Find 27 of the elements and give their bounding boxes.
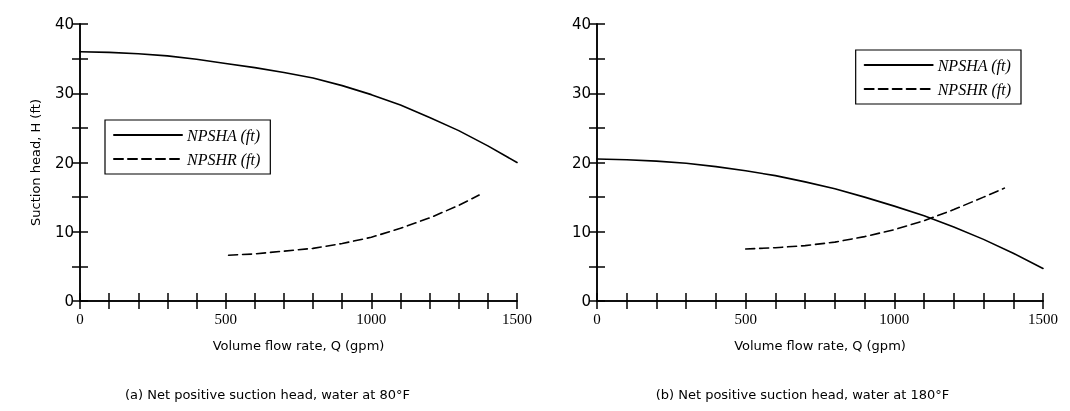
x-tick-label: 1000 [356, 310, 387, 327]
y-tick-label: 40 [571, 15, 591, 33]
x-tick-label: 500 [214, 310, 237, 327]
x-tick-label: 1500 [1028, 310, 1058, 327]
legend-label: NPSHR (ft) [936, 80, 1012, 99]
y-tick-label: 20 [54, 153, 74, 172]
y-tick-label: 10 [571, 222, 591, 241]
y-tick-label: 30 [571, 84, 591, 103]
y-tick-label: 0 [581, 292, 591, 310]
y-tick-label: 30 [54, 84, 74, 103]
y-tick-label: 0 [64, 292, 74, 310]
legend-label: NPSHR (ft) [186, 150, 261, 169]
text: (a) Net positive suction head, water at 80°F [124, 387, 411, 402]
x-axis-title: Volume flow rate, Q (gpm) [734, 338, 906, 353]
x-tick-label: 1500 [502, 310, 532, 327]
legend-label: NPSHA (ft) [936, 56, 1011, 75]
y-tick-label: 20 [571, 153, 591, 172]
x-axis-title: Volume flow rate, Q (gpm) [212, 338, 385, 353]
text: (b) Net positive suction head, water at 180°F [655, 387, 950, 402]
y-tick-label: 10 [54, 222, 74, 241]
legend-label: NPSHA (ft) [186, 126, 261, 145]
y-tick-label: 40 [54, 15, 74, 33]
line-series [744, 187, 1006, 250]
x-tick-label: 500 [734, 310, 757, 327]
x-tick-label: 1000 [879, 310, 910, 327]
line-series [227, 194, 480, 257]
y-axis-title: Suction head, H (ft) [28, 99, 43, 226]
